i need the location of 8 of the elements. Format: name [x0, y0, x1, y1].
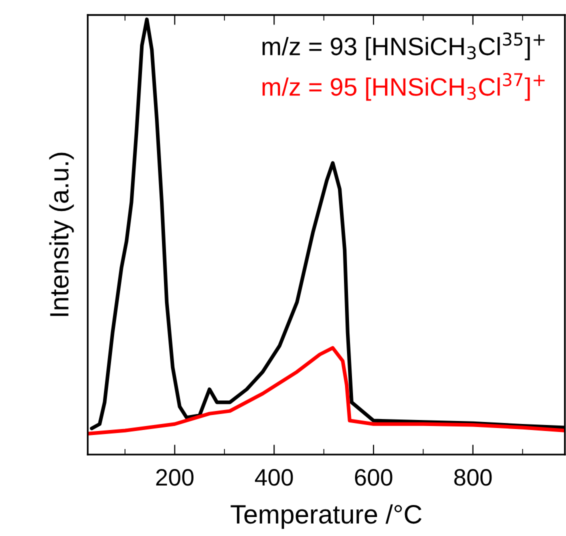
x-tick-label: 800	[454, 469, 492, 486]
x-tick-label: 600	[355, 469, 392, 486]
text: m/z = 95 [HNSiCH$_{3}$Cl$^{37}$]$^{+}$	[262, 73, 545, 101]
legend-label: m/z = 93 [HNSiCH$_{3}$Cl$^{35}$]$^{+}$	[262, 32, 545, 60]
x-tick-label: 200	[156, 469, 194, 486]
y-axis-title: Intensity (a.u.)	[49, 152, 74, 316]
x-tick-label: 400	[254, 469, 293, 486]
x-axis-title: Temperature /°C	[230, 504, 422, 529]
